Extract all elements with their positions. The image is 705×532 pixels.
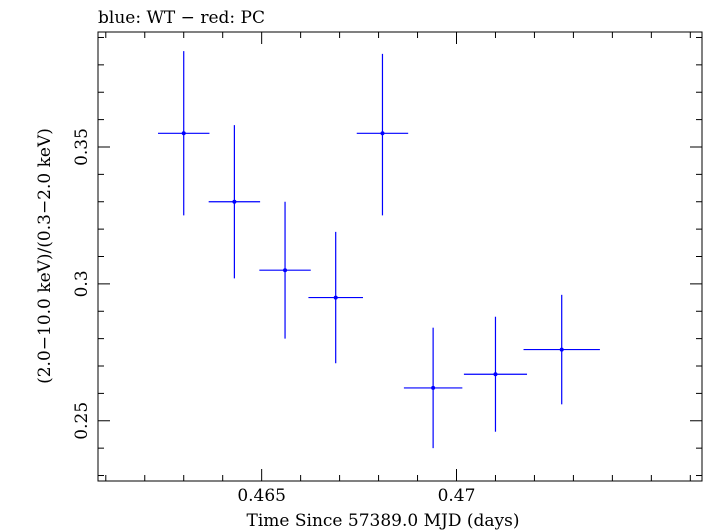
data-point	[259, 201, 311, 339]
point-marker	[283, 268, 288, 273]
data-point	[158, 51, 210, 216]
chart-title: blue: WT − red: PC	[98, 8, 265, 28]
point-marker	[559, 347, 564, 352]
point-marker	[333, 295, 338, 300]
point-marker	[380, 131, 385, 136]
x-tick-label: 0.47	[438, 486, 476, 506]
data-point	[208, 125, 261, 279]
data-point	[356, 53, 409, 216]
point-marker	[181, 131, 186, 136]
y-tick-label: 0.3	[72, 270, 92, 297]
y-tick-label: 0.35	[72, 128, 92, 166]
x-tick-label: 0.465	[237, 486, 286, 506]
point-marker	[232, 199, 237, 204]
axis-ticks	[98, 32, 702, 481]
point-marker	[431, 385, 436, 390]
data-point	[403, 327, 463, 449]
y-tick-label: 0.25	[72, 402, 92, 440]
x-axis-label: Time Since 57389.0 MJD (days)	[247, 511, 520, 531]
data-points	[158, 51, 600, 449]
point-marker	[493, 372, 498, 377]
plot-frame	[97, 31, 703, 482]
tick-labels: 0.465 0.47 0.25 0.3 0.35	[72, 128, 475, 506]
y-axis-label: (2.0−10.0 keV)/(0.3−2.0 keV)	[35, 128, 55, 384]
data-point	[308, 231, 363, 364]
data-point	[463, 316, 528, 432]
data-point	[523, 294, 600, 405]
